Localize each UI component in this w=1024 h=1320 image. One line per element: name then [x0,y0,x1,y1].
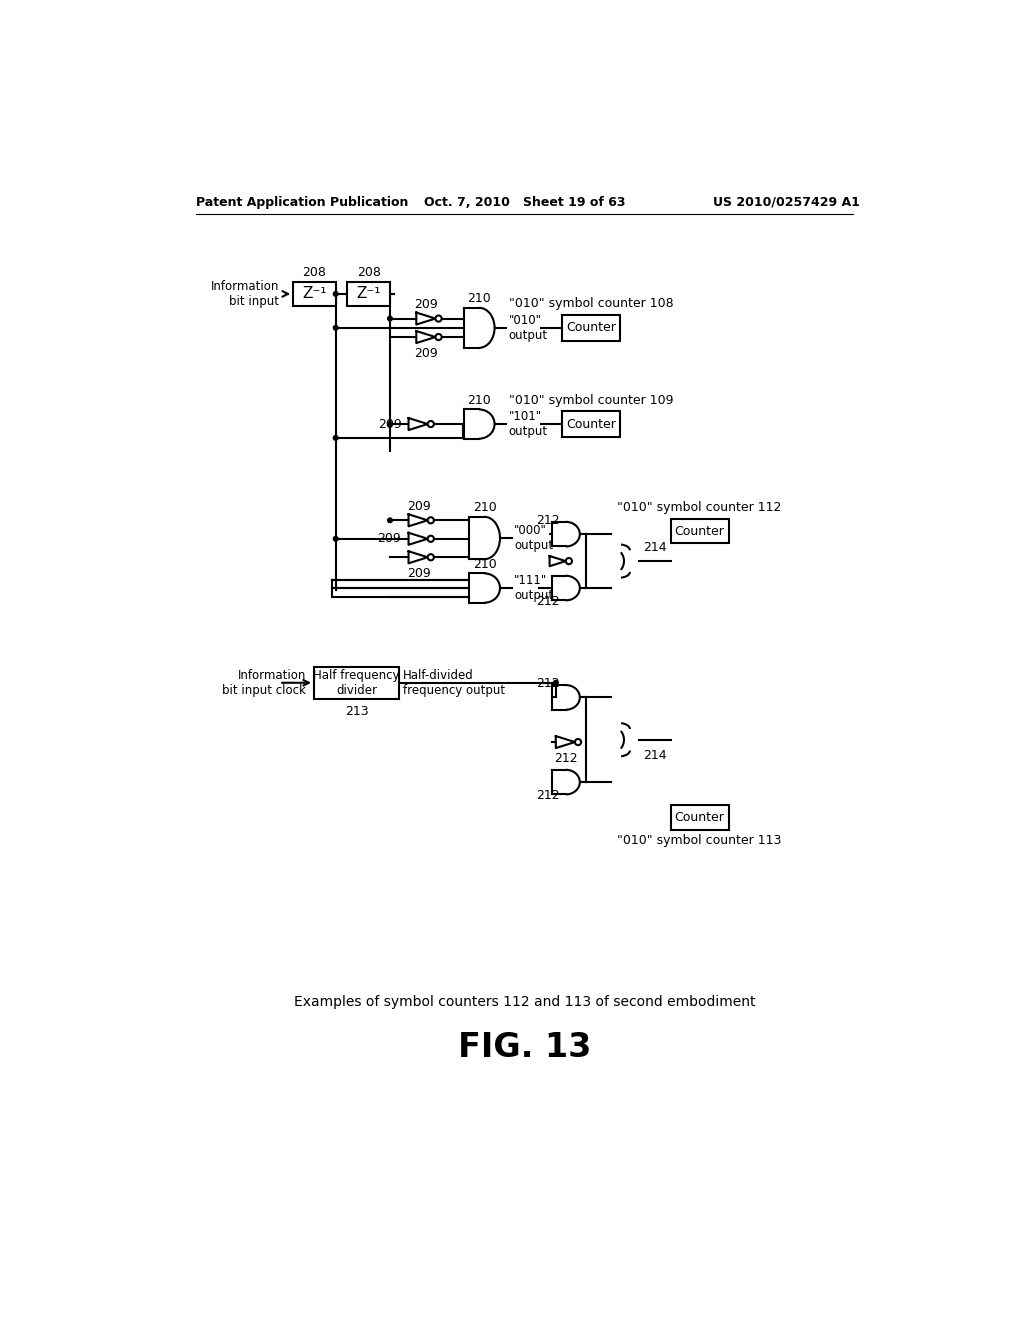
Text: Oct. 7, 2010   Sheet 19 of 63: Oct. 7, 2010 Sheet 19 of 63 [424,195,626,209]
Circle shape [388,422,392,426]
Text: 212: 212 [537,677,560,690]
Bar [671,519,729,544]
Text: "010"
output: "010" output [509,314,548,342]
Text: 208: 208 [302,265,327,279]
Text: 212: 212 [537,595,560,609]
Circle shape [428,421,434,428]
Text: "010" symbol counter 113: "010" symbol counter 113 [617,834,781,847]
Polygon shape [550,556,566,566]
Text: 209: 209 [379,417,402,430]
Text: 210: 210 [473,557,497,570]
Text: "010" symbol counter 109: "010" symbol counter 109 [509,393,674,407]
Text: 210: 210 [473,502,497,513]
Circle shape [435,315,441,322]
Text: Counter: Counter [566,321,616,334]
Circle shape [388,317,392,321]
Text: "010" symbol counter 108: "010" symbol counter 108 [509,297,674,310]
Text: "101"
output: "101" output [509,411,548,438]
Text: Counter: Counter [566,417,616,430]
Text: FIG. 13: FIG. 13 [458,1031,592,1064]
Circle shape [428,517,434,524]
Bar [314,667,399,700]
Text: 209: 209 [415,298,438,312]
Text: 212: 212 [537,513,560,527]
Bar [347,281,390,306]
Text: Counter: Counter [675,524,725,537]
Polygon shape [417,331,435,343]
Text: 209: 209 [415,347,438,360]
Text: Information
bit input: Information bit input [211,280,280,308]
Circle shape [334,536,338,541]
Polygon shape [409,552,428,564]
Text: 213: 213 [345,705,369,718]
Text: 214: 214 [643,748,667,762]
Circle shape [428,536,434,543]
Text: "010" symbol counter 112: "010" symbol counter 112 [617,502,781,515]
Circle shape [334,292,338,296]
Polygon shape [556,737,574,748]
Text: 209: 209 [377,532,400,545]
Text: Z⁻¹: Z⁻¹ [356,286,381,301]
Text: 210: 210 [467,393,490,407]
Circle shape [566,558,572,564]
Bar [671,805,729,830]
Polygon shape [409,515,428,527]
Text: Examples of symbol counters 112 and 113 of second embodiment: Examples of symbol counters 112 and 113 … [294,994,756,1008]
Circle shape [388,517,392,523]
Text: US 2010/0257429 A1: US 2010/0257429 A1 [713,195,859,209]
Text: 212: 212 [537,789,560,803]
Circle shape [554,681,558,685]
Text: Counter: Counter [675,810,725,824]
Polygon shape [409,418,428,430]
Text: 209: 209 [407,566,430,579]
Text: Half frequency
divider: Half frequency divider [313,669,400,697]
Text: 210: 210 [467,292,490,305]
Text: 212: 212 [554,751,578,764]
Bar [293,281,336,306]
Text: 208: 208 [356,265,381,279]
Bar [562,314,621,341]
Text: Z⁻¹: Z⁻¹ [302,286,327,301]
Bar [562,411,621,437]
Circle shape [334,326,338,330]
Text: Half-divided
frequency output: Half-divided frequency output [403,669,505,697]
Text: 209: 209 [407,500,430,513]
Text: Patent Application Publication: Patent Application Publication [197,195,409,209]
Polygon shape [409,533,428,545]
Circle shape [435,334,441,341]
Circle shape [574,739,582,744]
Circle shape [334,436,338,441]
Circle shape [428,554,434,561]
Text: "000"
output: "000" output [514,524,553,552]
Text: "111"
output: "111" output [514,574,553,602]
Text: 214: 214 [643,541,667,554]
Text: Information
bit input clock: Information bit input clock [222,669,306,697]
Polygon shape [417,313,435,325]
